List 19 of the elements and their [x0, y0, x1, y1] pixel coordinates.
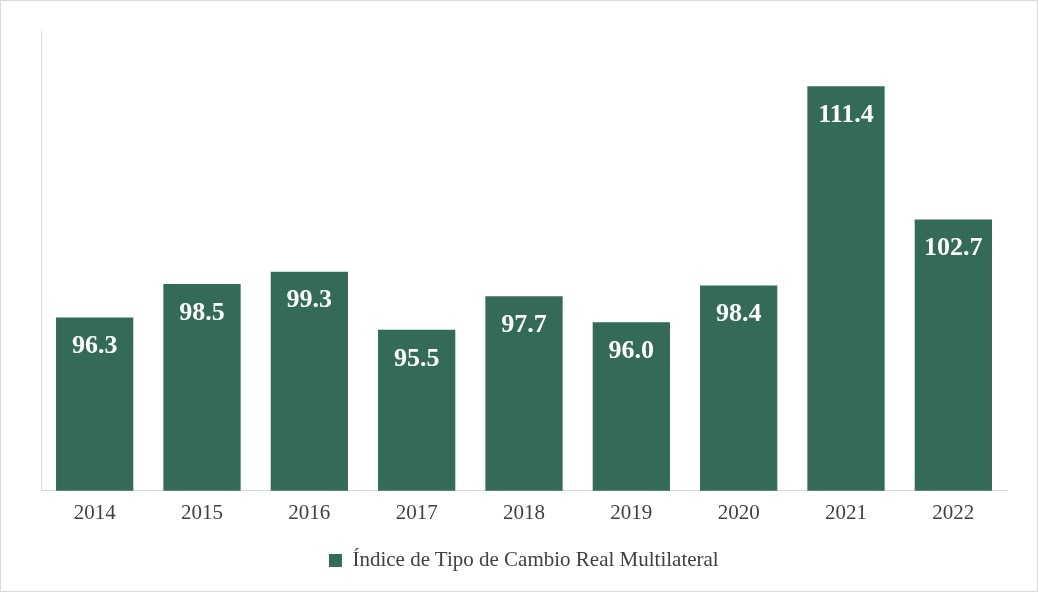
- x-tick-label: 2021: [825, 499, 867, 524]
- x-tick-label: 2020: [717, 499, 760, 524]
- data-label: 99.3: [286, 284, 333, 314]
- data-label: 97.7: [501, 308, 547, 338]
- data-label: 111.4: [818, 98, 874, 128]
- data-label: 98.4: [715, 298, 762, 328]
- data-label: 102.7: [924, 232, 983, 262]
- data-label: 96.0: [608, 334, 655, 364]
- legend-label: Índice de Tipo de Cambio Real Multilateral: [352, 547, 719, 572]
- x-tick-label: 2014: [73, 499, 117, 524]
- x-tick-label: 2017: [395, 499, 438, 524]
- x-tick-label: 2016: [288, 499, 331, 524]
- x-tick-label: 2019: [610, 499, 653, 524]
- x-tick-label: 2022: [932, 499, 975, 524]
- x-tick-label: 2015: [181, 499, 223, 524]
- data-label: 95.5: [393, 342, 440, 372]
- data-label: 96.3: [71, 330, 118, 360]
- x-tick-label: 2018: [503, 499, 545, 524]
- data-label: 98.5: [179, 296, 225, 326]
